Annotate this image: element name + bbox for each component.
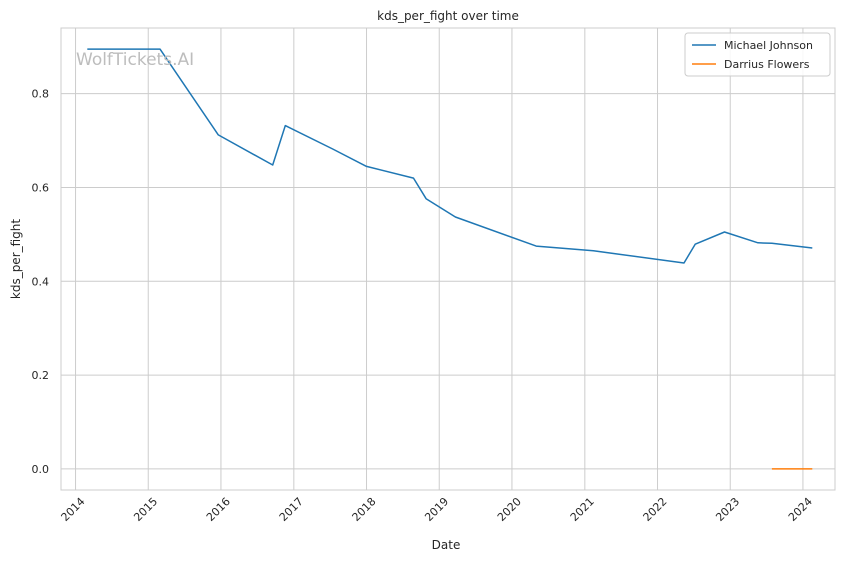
y-tick-label: 0.4 xyxy=(32,275,50,288)
x-axis-label: Date xyxy=(432,538,461,552)
plot-area-frame xyxy=(60,27,836,491)
y-tick-label: 0.0 xyxy=(32,463,50,476)
legend-label-michael-johnson: Michael Johnson xyxy=(724,39,813,52)
legend-label-darrius-flowers: Darrius Flowers xyxy=(724,58,810,71)
watermark-text: WolfTickets.AI xyxy=(76,50,194,70)
y-axis-ticks: 0.0 0.2 0.4 0.6 0.8 xyxy=(32,88,50,476)
legend-box xyxy=(684,32,831,77)
y-tick-label: 0.6 xyxy=(32,181,50,194)
y-tick-label: 0.8 xyxy=(32,88,50,101)
legend: Michael Johnson Darrius Flowers xyxy=(684,32,831,77)
series-line-michael-johnson xyxy=(87,48,813,264)
y-axis-label: kds_per_fight xyxy=(9,219,23,300)
y-tick-label: 0.2 xyxy=(32,369,50,382)
series-lines xyxy=(87,48,813,470)
grid xyxy=(61,28,835,490)
chart-title: kds_per_fight over time xyxy=(377,9,519,23)
